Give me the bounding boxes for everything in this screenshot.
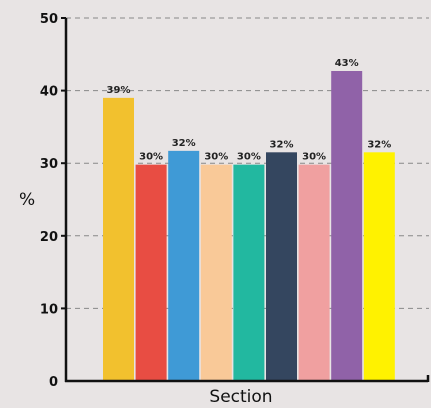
data-label-6: 32% bbox=[270, 139, 294, 150]
ytick-label-50: 50 bbox=[40, 12, 58, 27]
data-label-8: 43% bbox=[335, 58, 359, 69]
data-label-3: 32% bbox=[172, 138, 196, 149]
ytick-label-10: 10 bbox=[40, 302, 58, 317]
data-label-5: 30% bbox=[237, 152, 261, 163]
bars bbox=[103, 70, 395, 382]
y-axis-ticks: 0 10 20 30 40 50 bbox=[40, 12, 66, 390]
bar-6 bbox=[266, 152, 297, 381]
bar-4 bbox=[200, 164, 232, 381]
data-label-2: 30% bbox=[139, 152, 163, 163]
bar-5 bbox=[233, 164, 265, 381]
bar-2 bbox=[135, 164, 167, 381]
bar-1 bbox=[103, 97, 134, 382]
data-label-4: 30% bbox=[204, 152, 228, 163]
ytick-label-40: 40 bbox=[40, 85, 58, 100]
bar-8 bbox=[331, 70, 363, 382]
data-label-1: 39% bbox=[107, 85, 131, 96]
ytick-label-20: 20 bbox=[40, 230, 58, 245]
bar-9 bbox=[363, 152, 395, 381]
x-axis-label: Section bbox=[209, 387, 272, 407]
y-axis-label: % bbox=[19, 190, 35, 210]
axes bbox=[64, 18, 430, 383]
ytick-label-0: 0 bbox=[49, 375, 58, 390]
data-label-9: 32% bbox=[367, 139, 391, 150]
bar-3 bbox=[168, 150, 200, 381]
data-label-7: 30% bbox=[302, 152, 326, 163]
data-labels: 39% 30% 32% 30% 30% 32% 30% 43% 32% bbox=[107, 58, 392, 163]
ytick-label-30: 30 bbox=[40, 157, 58, 172]
bar-7 bbox=[298, 164, 330, 381]
